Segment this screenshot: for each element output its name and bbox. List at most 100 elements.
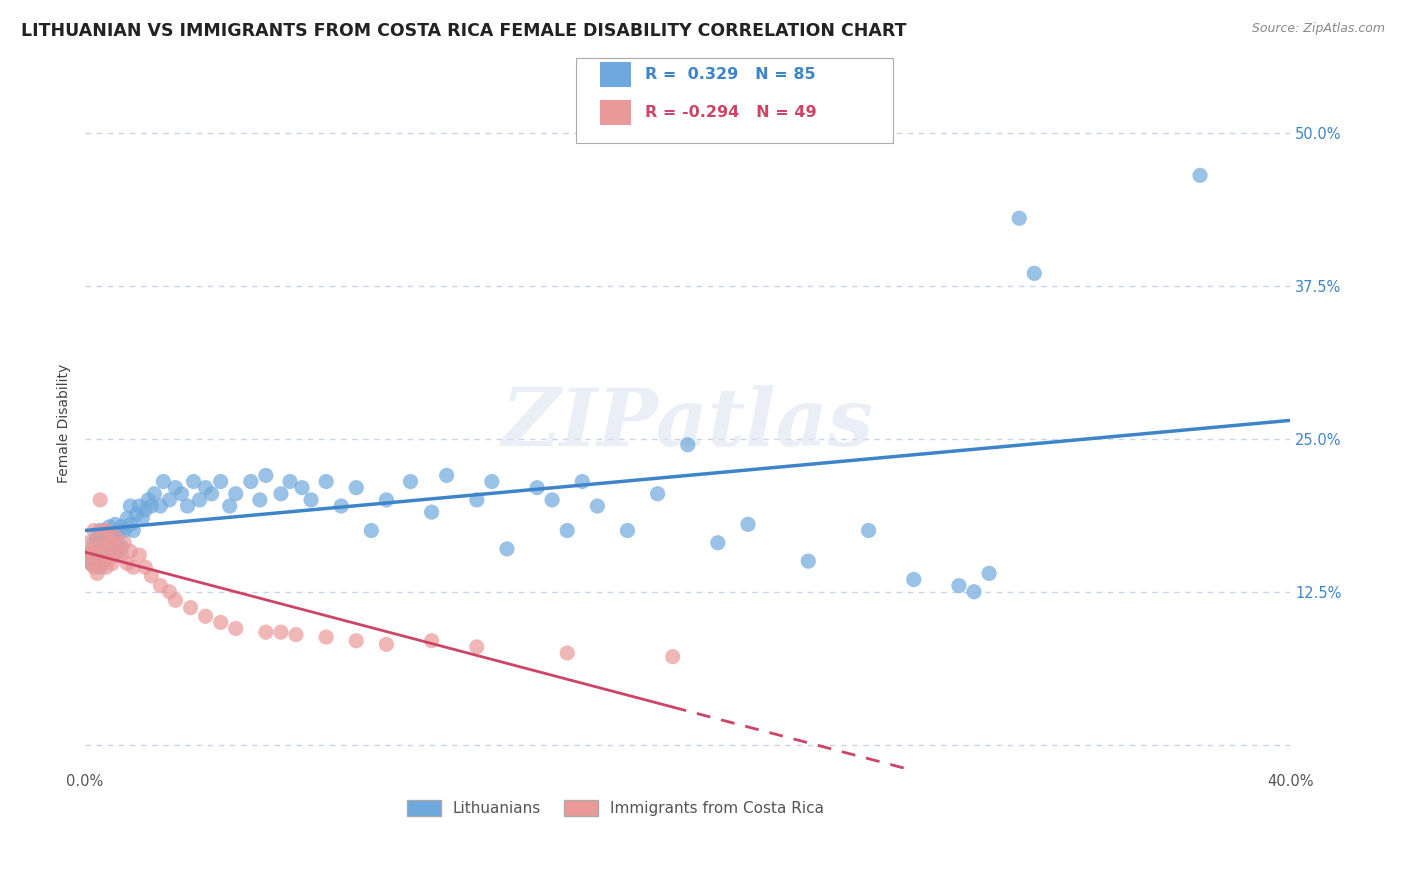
Point [285, 627, 308, 641]
Point [165, 481, 187, 495]
Text: R =  0.329   N = 85: R = 0.329 N = 85 [645, 68, 815, 82]
Point [101, 535, 124, 549]
Y-axis label: Female Disability: Female Disability [58, 364, 72, 483]
Point [122, 524, 145, 538]
Point [278, 475, 301, 489]
Point [225, 622, 247, 636]
Point [254, 625, 277, 640]
Point [616, 524, 638, 538]
Point [134, 560, 156, 574]
Point [188, 492, 211, 507]
Point [344, 481, 367, 495]
Point [80, 544, 103, 558]
Point [101, 548, 124, 562]
Point [180, 600, 202, 615]
Point [110, 520, 132, 534]
Point [96, 532, 118, 546]
Point [1189, 169, 1212, 183]
Point [707, 535, 730, 549]
Point [86, 544, 108, 558]
Point [225, 487, 247, 501]
Point [77, 548, 100, 562]
Point [96, 548, 118, 562]
Point [96, 524, 118, 538]
Point [117, 511, 139, 525]
Point [209, 615, 232, 630]
Point [571, 475, 593, 489]
Point [112, 524, 135, 538]
Point [209, 475, 232, 489]
Point [159, 584, 181, 599]
Point [737, 517, 759, 532]
Point [176, 499, 198, 513]
Point [661, 649, 683, 664]
Point [420, 505, 443, 519]
Point [91, 535, 114, 549]
Point [903, 573, 925, 587]
Point [586, 499, 609, 513]
Point [107, 540, 129, 554]
Point [83, 551, 105, 566]
Point [89, 524, 111, 538]
Point [83, 535, 105, 549]
Point [239, 475, 262, 489]
Point [254, 468, 277, 483]
Point [101, 530, 124, 544]
Point [270, 625, 292, 640]
Point [80, 557, 103, 571]
Point [107, 544, 129, 558]
Point [375, 492, 398, 507]
Point [465, 640, 488, 654]
Point [86, 530, 108, 544]
Point [98, 520, 121, 534]
Point [375, 637, 398, 651]
Point [541, 492, 564, 507]
Point [89, 540, 111, 554]
Point [201, 487, 224, 501]
Point [555, 524, 578, 538]
Point [98, 551, 121, 566]
Point [141, 499, 163, 513]
Point [315, 630, 337, 644]
Point [98, 532, 121, 546]
Point [98, 541, 121, 556]
Point [77, 535, 100, 549]
Point [315, 475, 337, 489]
Point [399, 475, 422, 489]
Point [170, 487, 193, 501]
Point [249, 492, 271, 507]
Point [120, 517, 142, 532]
Point [526, 481, 548, 495]
Point [77, 548, 100, 562]
Point [120, 544, 142, 558]
Point [797, 554, 820, 568]
Point [481, 475, 503, 489]
Point [977, 566, 1000, 581]
Point [218, 499, 240, 513]
Point [330, 499, 353, 513]
Point [165, 593, 187, 607]
Point [89, 560, 111, 574]
Point [1024, 266, 1046, 280]
Point [120, 499, 142, 513]
Point [1008, 211, 1031, 226]
Point [436, 468, 458, 483]
Text: ZIPatlas: ZIPatlas [502, 384, 873, 462]
Legend: Lithuanians, Immigrants from Costa Rica: Lithuanians, Immigrants from Costa Rica [399, 793, 831, 824]
Point [152, 475, 174, 489]
Point [465, 492, 488, 507]
Point [963, 584, 986, 599]
Point [194, 481, 217, 495]
Point [149, 579, 172, 593]
Point [91, 548, 114, 562]
Point [117, 557, 139, 571]
Point [128, 548, 150, 562]
Point [83, 560, 105, 574]
Point [159, 492, 181, 507]
Point [138, 492, 160, 507]
Point [96, 560, 118, 574]
Point [183, 475, 205, 489]
Point [134, 502, 156, 516]
Point [89, 541, 111, 556]
Point [299, 492, 322, 507]
